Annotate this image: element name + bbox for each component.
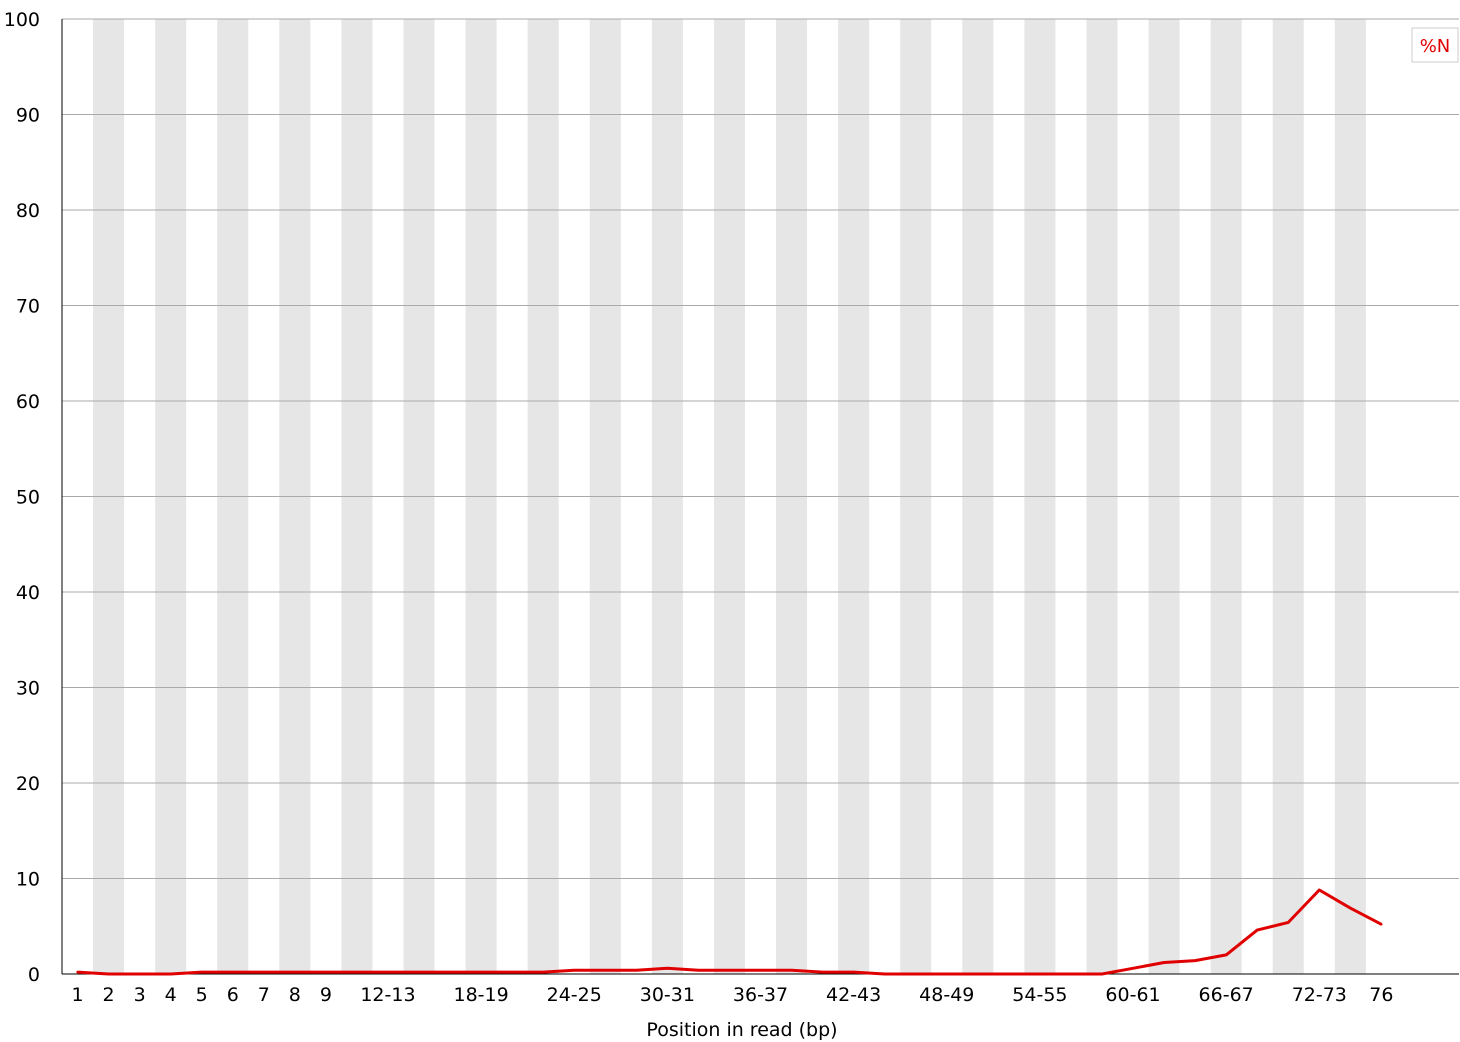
x-tick-24-25: 24-25 xyxy=(547,984,602,1006)
point-14-15 xyxy=(417,970,421,974)
x-tick-48-49: 48-49 xyxy=(919,984,974,1006)
x-tick-42-43: 42-43 xyxy=(826,984,881,1006)
point-9 xyxy=(324,970,328,974)
point-22-23 xyxy=(541,970,545,974)
point-8 xyxy=(293,970,297,974)
point-72-73 xyxy=(1318,888,1321,892)
point-6 xyxy=(231,970,234,974)
legend-entry-%N: %N xyxy=(1420,36,1451,57)
x-tick-2: 2 xyxy=(103,984,115,1006)
x-tick-60-61: 60-61 xyxy=(1105,984,1160,1006)
point-56-57 xyxy=(1069,972,1073,976)
point-2 xyxy=(107,972,110,976)
y-tick-60: 60 xyxy=(16,391,40,413)
point-64-65 xyxy=(1193,959,1197,962)
x-tick-7: 7 xyxy=(258,984,270,1006)
y-tick-70: 70 xyxy=(16,296,40,318)
series-lines xyxy=(76,888,1383,976)
y-tick-90: 90 xyxy=(16,105,40,127)
point-28-29 xyxy=(635,968,638,972)
legend: %N xyxy=(1411,27,1459,63)
x-tick-4: 4 xyxy=(165,984,177,1006)
point-42-43 xyxy=(852,970,855,974)
point-18-19 xyxy=(479,970,483,974)
point-48-49 xyxy=(945,972,948,976)
point-68-69 xyxy=(1256,928,1259,932)
point-74-75 xyxy=(1349,906,1352,910)
y-tick-10: 10 xyxy=(16,869,40,891)
x-tick-66-67: 66-67 xyxy=(1199,984,1254,1006)
legend-box xyxy=(1411,27,1459,63)
point-4 xyxy=(169,972,172,976)
y-tick-labels: 0 10 20 30 40 50 60 70 80 90 100 xyxy=(4,9,40,986)
axes xyxy=(61,19,1459,975)
point-32-33 xyxy=(697,968,700,972)
x-axis-label: Position in read (bp) xyxy=(646,1019,837,1041)
point-54-55 xyxy=(1038,972,1042,976)
x-tick-36-37: 36-37 xyxy=(733,984,788,1006)
x-tick-6: 6 xyxy=(227,984,239,1006)
point-60-61 xyxy=(1131,967,1135,970)
point-12-13 xyxy=(386,970,390,974)
x-tick-54-55: 54-55 xyxy=(1012,984,1067,1006)
point-52-53 xyxy=(1007,972,1011,976)
y-tick-40: 40 xyxy=(16,582,40,604)
y-tick-30: 30 xyxy=(16,678,40,700)
point-1 xyxy=(76,970,79,974)
point-70-71 xyxy=(1287,921,1290,924)
y-tick-80: 80 xyxy=(16,200,40,222)
point-3 xyxy=(138,972,141,976)
x-tick-76: 76 xyxy=(1369,984,1393,1006)
y-tick-20: 20 xyxy=(16,773,40,795)
x-tick-12-13: 12-13 xyxy=(360,984,415,1006)
point-58-59 xyxy=(1100,972,1104,976)
x-tick-8: 8 xyxy=(289,984,301,1006)
y-tick-100: 100 xyxy=(4,9,40,31)
point-34-35 xyxy=(728,968,731,972)
point-50-51 xyxy=(976,972,980,976)
x-tick-labels: 1 2 3 4 5 6 7 8 9 12-13 18-19 24-25 30-31 36-37 42-43 4… xyxy=(71,984,1393,1006)
horizontal-gridlines xyxy=(62,18,1459,879)
point-44-45 xyxy=(883,972,886,976)
x-tick-5: 5 xyxy=(196,984,208,1006)
point-7 xyxy=(262,970,265,974)
point-62-63 xyxy=(1162,961,1166,964)
point-40-41 xyxy=(821,970,824,974)
y-tick-50: 50 xyxy=(16,487,40,509)
point-66-67 xyxy=(1224,953,1228,957)
x-tick-9: 9 xyxy=(320,984,332,1006)
point-76 xyxy=(1380,923,1383,926)
point-5 xyxy=(200,970,203,974)
point-26-27 xyxy=(604,968,607,972)
point-10-11 xyxy=(355,970,359,974)
x-tick-3: 3 xyxy=(134,984,146,1006)
y-tick-0: 0 xyxy=(28,964,40,986)
x-tick-18-19: 18-19 xyxy=(453,984,508,1006)
point-16-17 xyxy=(448,970,452,974)
point-20-21 xyxy=(510,970,514,974)
x-tick-1: 1 xyxy=(71,984,83,1006)
x-tick-30-31: 30-31 xyxy=(640,984,695,1006)
point-24-25 xyxy=(573,968,576,972)
point-38-39 xyxy=(790,968,793,972)
x-tick-72-73: 72-73 xyxy=(1292,984,1347,1006)
point-46-47 xyxy=(914,972,917,976)
point-36-37 xyxy=(759,968,762,972)
point-30-31 xyxy=(666,967,669,970)
